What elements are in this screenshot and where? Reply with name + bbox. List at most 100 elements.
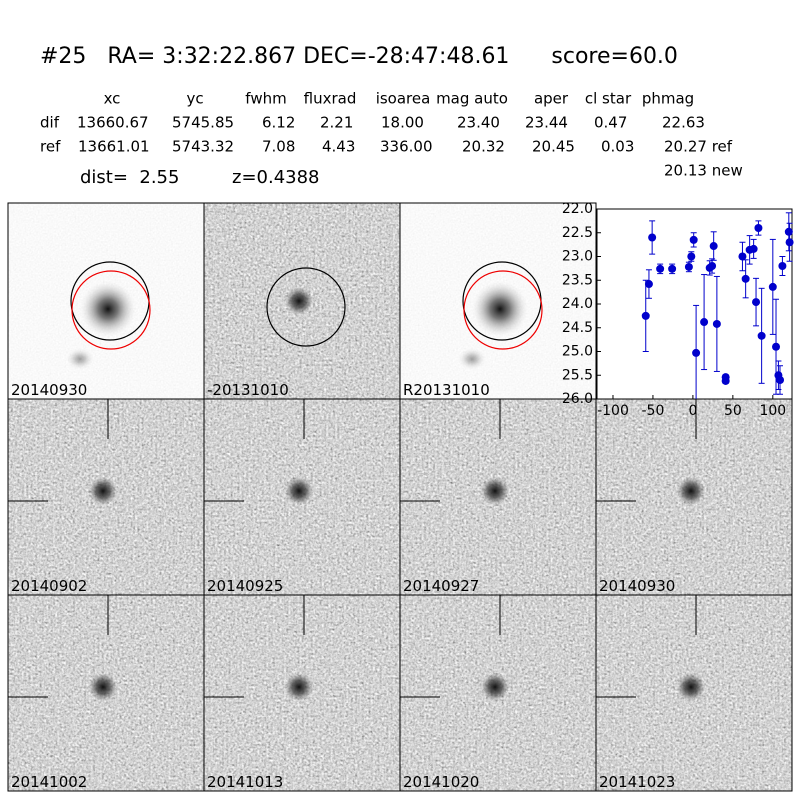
y-tick-label: 26.0 [562, 391, 593, 407]
title: #25 RA= 3:32:22.867 DEC=-28:47:48.61 sco… [40, 44, 678, 69]
cell: 6.12 [262, 114, 295, 132]
galaxy [80, 281, 136, 337]
cell: 23.44 [525, 114, 568, 132]
point [712, 319, 721, 328]
cell: 336.00 [380, 138, 433, 156]
point [684, 262, 693, 271]
source [285, 477, 313, 505]
stamp-label: 20140925 [207, 577, 283, 595]
column-header: isoarea [376, 90, 431, 108]
neighbor [66, 348, 94, 370]
point [721, 376, 730, 385]
point [656, 264, 665, 273]
cell: 4.43 [322, 138, 355, 156]
row-label: ref [40, 138, 61, 156]
column-header: yc [186, 90, 203, 108]
source [89, 477, 117, 505]
point [768, 282, 777, 291]
stamp-frame [595, 594, 793, 792]
cell: 20.32 [462, 138, 505, 156]
point [757, 331, 766, 340]
cell: 20.45 [532, 138, 575, 156]
point [709, 242, 718, 251]
y-tick-label: 23.5 [562, 272, 593, 288]
x-tick-label: 50 [724, 403, 742, 419]
y-tick-label: 23.0 [562, 249, 593, 265]
x-tick-label: -100 [597, 403, 629, 419]
x-tick-label: 0 [688, 403, 697, 419]
point [784, 227, 793, 236]
stamp-label: R20131010 [403, 381, 490, 399]
y-tick-label: 22.5 [562, 225, 593, 241]
cell: 18.00 [381, 114, 424, 132]
point [668, 264, 677, 273]
light-curve: 22.0 22.5 23.0 23.5 24.0 24.5 25.0 25.5 26.0-100… [562, 201, 794, 419]
stamp-label: 20140930 [599, 577, 675, 595]
distance: dist= 2.55 [80, 167, 179, 188]
row-label: dif [40, 114, 60, 132]
cell: 20.27 ref [664, 138, 733, 156]
column-header: cl star [585, 90, 632, 108]
source [285, 673, 313, 701]
ref-circle [266, 267, 346, 347]
stamp-label: 20141013 [207, 773, 283, 791]
cell: 0.03 [601, 138, 634, 156]
x-tick-label: -50 [642, 403, 665, 419]
cell: 5745.85 [172, 114, 234, 132]
point [641, 311, 650, 320]
column-header: fluxrad [304, 90, 357, 108]
galaxy [472, 281, 528, 337]
point [644, 280, 653, 289]
stamp-label: 20141020 [403, 773, 479, 791]
point [689, 235, 698, 244]
dif-circle [463, 270, 543, 350]
y-tick-label: 24.0 [562, 296, 593, 312]
cell: 13661.01 [78, 138, 150, 156]
source [285, 287, 313, 315]
point [776, 376, 785, 384]
point [648, 233, 657, 242]
point [749, 244, 758, 253]
column-header: aper [534, 90, 569, 108]
cell: 5743.32 [172, 138, 234, 156]
stamp-label: 20140930 [11, 381, 87, 399]
point [778, 262, 787, 270]
redshift: z=0.4388 [232, 167, 320, 188]
point [738, 252, 747, 261]
cell: 7.08 [262, 138, 295, 156]
stamp-grid: 20140930 -20131010 R20131010 20140902 201409… [7, 202, 793, 792]
dif-circle [71, 270, 151, 350]
source [481, 477, 509, 505]
stamp-label: 20141002 [11, 773, 87, 791]
point [687, 252, 696, 261]
y-tick-label: 25.5 [562, 367, 593, 383]
x-tick-label: 100 [759, 403, 786, 419]
source [481, 673, 509, 701]
source [677, 477, 705, 505]
point [752, 298, 761, 307]
point [785, 238, 794, 247]
y-tick-label: 24.5 [562, 320, 593, 336]
point [754, 224, 763, 232]
column-header: phmag [642, 90, 694, 108]
point [772, 342, 781, 351]
column-header: xc [104, 90, 121, 108]
stamp-label: 20140927 [403, 577, 479, 595]
source [89, 673, 117, 701]
extra-mag: 20.13 new [664, 162, 743, 180]
neighbor [458, 348, 486, 370]
cell: 13660.67 [77, 114, 149, 132]
source [677, 673, 705, 701]
point [700, 318, 709, 327]
y-tick-label: 25.0 [562, 344, 593, 360]
y-tick-label: 22.0 [562, 201, 593, 217]
stamp-label: 20141023 [599, 773, 675, 791]
cell: 2.21 [320, 114, 353, 132]
column-header: mag auto [436, 90, 508, 108]
point [692, 348, 701, 357]
cell: 22.63 [662, 114, 705, 132]
cell: 23.40 [457, 114, 500, 132]
stamp-label: 20140902 [11, 577, 87, 595]
stamp-label: -20131010 [207, 381, 289, 399]
